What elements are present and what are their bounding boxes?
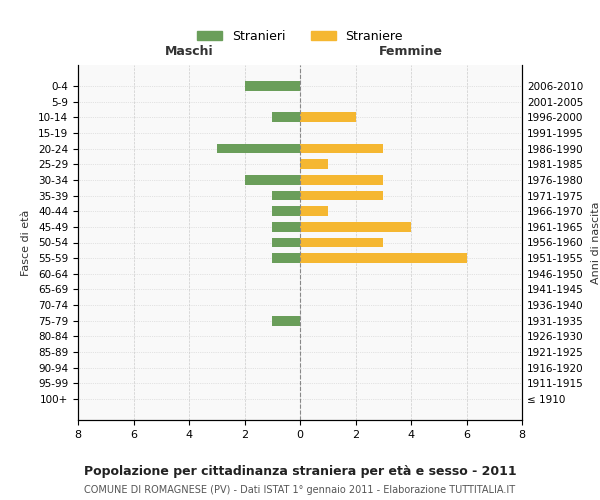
Bar [300,144,383,153]
Bar [300,206,328,216]
Text: Maschi: Maschi [164,45,214,58]
Text: Femmine: Femmine [379,45,443,58]
Bar [272,238,300,247]
Bar [300,254,467,263]
Text: COMUNE DI ROMAGNESE (PV) - Dati ISTAT 1° gennaio 2011 - Elaborazione TUTTITALIA.: COMUNE DI ROMAGNESE (PV) - Dati ISTAT 1°… [85,485,515,495]
Bar [272,316,300,326]
Legend: Stranieri, Straniere: Stranieri, Straniere [192,25,408,48]
Bar [272,112,300,122]
Bar [272,222,300,232]
Bar [300,238,383,247]
Bar [300,160,328,169]
Bar [300,112,355,122]
Bar [245,81,300,90]
Bar [245,175,300,184]
Bar [300,191,383,200]
Y-axis label: Fasce di età: Fasce di età [21,210,31,276]
Bar [272,206,300,216]
Bar [300,175,383,184]
Bar [272,254,300,263]
Bar [300,222,411,232]
Bar [272,191,300,200]
Y-axis label: Anni di nascita: Anni di nascita [590,201,600,284]
Text: Popolazione per cittadinanza straniera per età e sesso - 2011: Popolazione per cittadinanza straniera p… [83,465,517,478]
Bar [217,144,300,153]
